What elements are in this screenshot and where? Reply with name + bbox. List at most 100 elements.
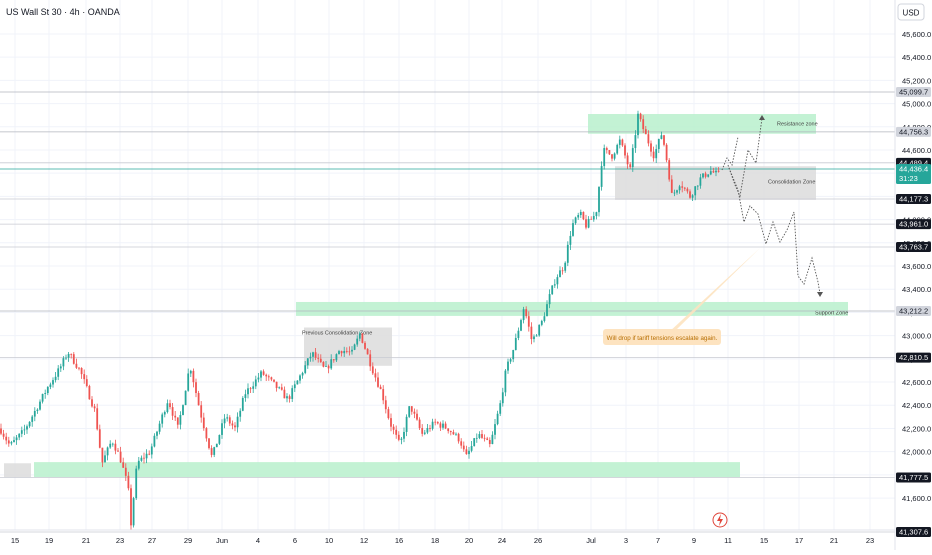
zone-label: Previous Consolidation Zone: [302, 330, 372, 336]
candle-body: [452, 432, 455, 435]
candle-body: [548, 294, 551, 305]
candle-body: [23, 429, 26, 431]
x-tick-label: 12: [360, 536, 368, 545]
candle-body: [629, 164, 632, 168]
candle-body: [449, 431, 452, 433]
candle-body: [624, 145, 626, 156]
candle-body: [481, 434, 483, 438]
candle-body: [234, 425, 236, 428]
lightning-icon[interactable]: [712, 512, 728, 528]
candle-body: [156, 431, 158, 436]
candle-body: [254, 379, 257, 387]
candle-body: [473, 438, 476, 447]
candle-body: [280, 387, 283, 390]
candle-body: [478, 434, 481, 438]
candle-body: [218, 434, 221, 444]
candle-body: [228, 417, 231, 424]
candle-body: [80, 367, 83, 375]
candle-body: [600, 166, 603, 187]
candle-body: [572, 223, 574, 236]
countdown-label: 31:23: [899, 174, 918, 183]
candle-body: [603, 148, 606, 167]
candle-body: [696, 185, 699, 187]
candle-body: [426, 428, 429, 433]
candle-body: [44, 393, 47, 394]
candle-body: [642, 119, 645, 130]
x-tick-label: 21: [830, 536, 838, 545]
candle-body: [564, 262, 567, 271]
candle-body: [309, 356, 312, 359]
candle-body: [210, 448, 213, 455]
candle-body: [592, 216, 595, 220]
candle-body: [494, 424, 496, 435]
projection-paths: [721, 115, 823, 297]
candle-body: [299, 375, 301, 381]
candle-body: [374, 373, 377, 378]
currency-button[interactable]: USD: [897, 3, 925, 21]
candle-body: [330, 359, 333, 369]
candle-body: [590, 218, 593, 220]
candle-body: [611, 154, 613, 159]
symbol-title: US Wall St 30 · 4h · OANDA: [6, 7, 120, 17]
candle-body: [699, 177, 702, 186]
candle-body: [413, 411, 416, 414]
candle-body: [275, 381, 278, 389]
candle-body: [561, 270, 564, 272]
candle-body: [504, 370, 507, 393]
candle-body: [429, 428, 431, 429]
arrow-head: [759, 115, 765, 120]
candle-body: [605, 148, 608, 151]
candle-body: [421, 428, 424, 434]
candle-body: [140, 457, 143, 461]
candle-body: [265, 374, 268, 377]
candle-body: [340, 351, 343, 354]
candle-body: [647, 134, 650, 144]
candle-body: [455, 433, 457, 435]
candle-body: [335, 354, 338, 361]
candle-body: [678, 186, 681, 191]
price-label: 44,436.4: [899, 164, 928, 173]
candle-body: [535, 335, 538, 337]
candle-body: [702, 173, 704, 178]
zone-rect: [4, 463, 31, 478]
y-tick-label: 43,400.0: [902, 285, 931, 294]
candle-body: [122, 462, 125, 468]
candle-body: [88, 386, 91, 400]
candle-body: [54, 376, 57, 381]
candle-body: [436, 422, 439, 424]
candle-body: [691, 195, 694, 198]
candle-body: [291, 388, 294, 399]
candle-body: [509, 359, 512, 362]
candle-body: [257, 377, 260, 380]
candle-body: [655, 149, 658, 159]
candle-body: [75, 363, 78, 368]
candle-body: [306, 358, 309, 366]
candle-body: [205, 428, 208, 439]
candle-body: [587, 218, 590, 228]
candle-body: [543, 316, 546, 321]
candle-body: [507, 361, 509, 371]
candle-body: [267, 376, 270, 378]
candle-body: [358, 333, 361, 339]
candle-body: [657, 138, 660, 150]
candle-body: [93, 406, 96, 409]
candle-body: [569, 235, 572, 245]
candle-body: [10, 442, 13, 444]
candle-body: [171, 407, 174, 416]
candle-body: [579, 211, 582, 216]
price-label: 41,777.5: [899, 473, 928, 482]
candle-body: [319, 358, 322, 362]
candle-body: [33, 411, 36, 417]
candle-body: [405, 416, 408, 432]
x-tick-label: 29: [184, 536, 192, 545]
candle-body: [150, 446, 153, 455]
candle-body: [520, 320, 522, 331]
candle-body: [408, 406, 411, 417]
x-tick-label: 11: [724, 536, 732, 545]
candle-body: [546, 304, 548, 317]
y-tick-label: 42,600.0: [902, 378, 931, 387]
candle-body: [163, 412, 166, 415]
candle-body: [226, 417, 229, 419]
